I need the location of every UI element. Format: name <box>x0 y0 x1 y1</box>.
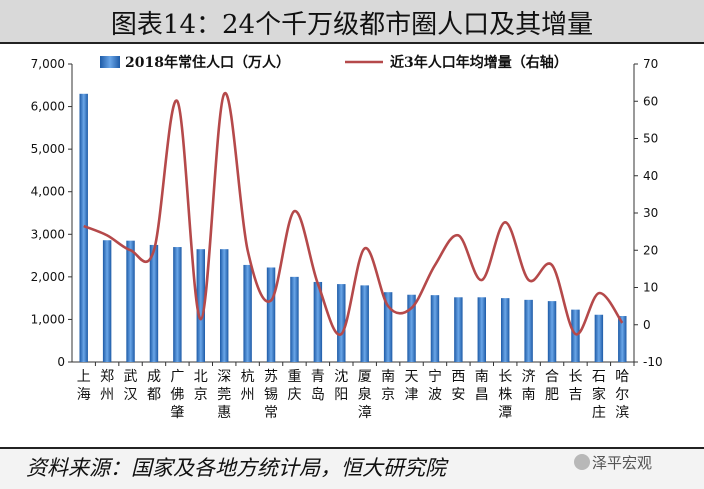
source-note: 资料来源：国家及各地方统计局，恒大研究院 <box>26 456 446 480</box>
x-tick-label: 济南 <box>522 369 536 403</box>
bar <box>430 295 440 362</box>
bar <box>594 314 604 362</box>
bar <box>524 299 533 362</box>
bar <box>126 240 135 362</box>
bar <box>173 247 182 362</box>
bar <box>500 298 510 362</box>
legend-label-line: 近3年人口年均增量（右轴） <box>390 54 568 71</box>
right-tick-label: 20 <box>643 243 658 257</box>
x-tick-label: 北京 <box>194 369 208 403</box>
x-tick-label: 广佛肇 <box>170 369 184 421</box>
legend-label-bar: 2018年常住人口（万人） <box>125 54 290 71</box>
right-tick-label: 30 <box>643 206 658 220</box>
bar <box>266 267 276 362</box>
x-tick-label: 成都 <box>147 369 161 403</box>
x-tick-label: 郑州 <box>100 369 114 403</box>
chart-title: 图表14：24个千万级都市圈人口及其增量 <box>110 10 594 40</box>
x-tick-label: 深莞惠 <box>217 369 231 421</box>
bar <box>454 297 463 362</box>
chart: 0 1,000 2,000 3,000 4,000 5,000 6,000 7,000 -10 0… <box>31 54 663 421</box>
bar <box>360 285 369 362</box>
bar <box>243 264 252 362</box>
wechat-icon <box>574 454 590 470</box>
bar <box>337 284 346 362</box>
bar <box>547 301 557 362</box>
left-tick-label: 0 <box>57 355 65 369</box>
x-tick-label: 南昌 <box>475 369 489 403</box>
bar <box>407 294 416 362</box>
x-tick-label: 长吉 <box>568 369 582 403</box>
x-tick-label: 沈阳 <box>334 369 348 403</box>
right-tick-label: 70 <box>643 57 658 71</box>
left-tick-label: 4,000 <box>31 185 65 199</box>
x-tick-label: 哈尔滨 <box>615 369 629 421</box>
right-tick-label: -10 <box>643 355 663 369</box>
x-tick-label: 南京 <box>381 369 395 403</box>
x-tick-label: 西安 <box>451 369 465 403</box>
bar <box>313 281 323 362</box>
bar <box>102 240 112 362</box>
left-tick-label: 6,000 <box>31 100 65 114</box>
left-tick-label: 3,000 <box>31 227 65 241</box>
x-tick-label: 合肥 <box>545 369 559 403</box>
right-tick-label: 60 <box>643 94 658 108</box>
right-tick-label: 50 <box>643 132 658 146</box>
right-tick-label: 10 <box>643 281 658 295</box>
x-tick-label: 上海 <box>77 369 91 403</box>
x-tick-label: 青岛 <box>311 369 325 403</box>
x-tick-label: 厦泉漳 <box>358 369 372 421</box>
bar <box>149 244 159 362</box>
x-tick-label: 苏锡常 <box>264 369 278 421</box>
left-tick-label: 7,000 <box>31 57 65 71</box>
left-tick-label: 2,000 <box>31 270 65 284</box>
x-tick-label: 武汉 <box>124 369 138 403</box>
bar <box>618 316 627 362</box>
bar <box>79 93 88 363</box>
bar <box>571 309 580 362</box>
x-tick-label: 天津 <box>405 369 419 403</box>
title-bar <box>0 0 704 44</box>
x-tick-label: 重庆 <box>287 369 301 403</box>
right-tick-label: 0 <box>643 318 651 332</box>
x-tick-label: 宁波 <box>428 368 442 403</box>
series-line <box>83 92 624 336</box>
x-tick-label: 石家庄 <box>592 369 606 421</box>
x-tick-label: 杭州 <box>241 369 255 403</box>
legend-swatch-bar <box>100 56 120 68</box>
left-tick-label: 5,000 <box>31 142 65 156</box>
bar <box>219 249 229 362</box>
x-tick-label: 长株潭 <box>498 369 512 421</box>
right-tick-label: 40 <box>643 169 658 183</box>
bar <box>477 297 487 362</box>
left-tick-label: 1,000 <box>31 312 65 326</box>
bar <box>196 249 206 362</box>
bar <box>290 276 299 362</box>
watermark: 泽平宏观 <box>592 454 653 472</box>
bar <box>383 292 393 362</box>
